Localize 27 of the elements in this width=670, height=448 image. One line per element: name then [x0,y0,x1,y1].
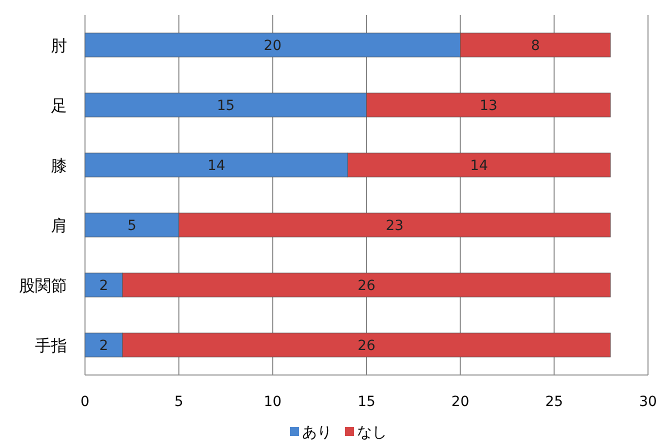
y-tick-label: 膝 [51,156,67,175]
x-tick-label: 25 [545,394,564,410]
x-tick-label: 5 [174,394,184,410]
x-tick-label: 0 [80,394,90,410]
x-tick-label: 20 [451,394,470,410]
data-label: 15 [216,98,235,114]
data-label: 26 [358,278,376,294]
y-tick-label: 肘 [51,36,67,55]
data-label: 14 [207,158,226,174]
y-tick-label: 足 [51,96,67,115]
data-label: 26 [358,338,376,354]
data-label: 8 [530,38,540,54]
y-tick-label: 肩 [51,216,67,235]
data-label: 2 [99,278,108,294]
legend-label: なし [357,423,387,441]
x-tick-label: 10 [264,394,282,410]
data-label: 13 [480,98,498,114]
y-tick-label: 手指 [35,336,67,355]
y-tick-label: 股関節 [19,276,67,295]
x-tick-label: 30 [639,394,657,410]
data-label: 20 [264,38,282,54]
data-label: 5 [127,218,136,234]
data-label: 23 [386,218,404,234]
legend-label: あり [302,423,332,441]
data-label: 14 [470,158,488,174]
data-label: 2 [99,338,108,354]
x-tick-label: 15 [358,394,376,410]
